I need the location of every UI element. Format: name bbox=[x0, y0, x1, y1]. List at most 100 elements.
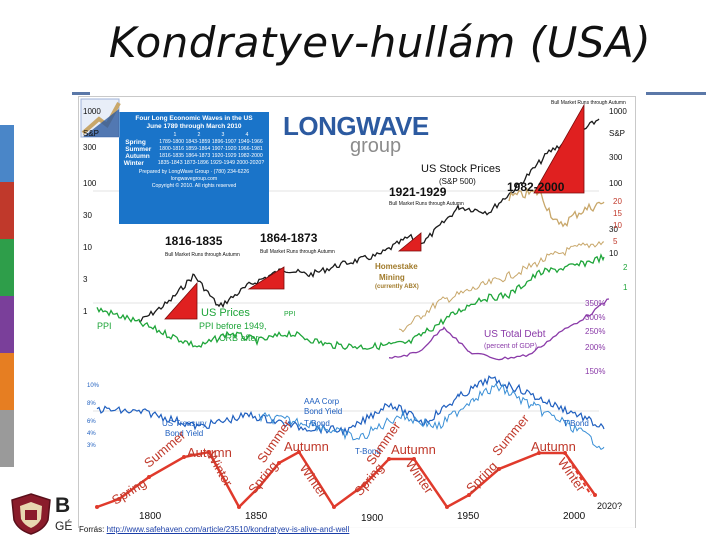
cycle-point bbox=[95, 505, 99, 509]
chart-annotation: Autumn bbox=[187, 445, 232, 460]
axis-tick-label: 300% bbox=[585, 313, 606, 322]
chart-annotation: 1864-1873 bbox=[260, 231, 318, 245]
info-box-num-3: 3 bbox=[221, 132, 225, 138]
chart-annotation: 1816-1835 bbox=[165, 234, 223, 248]
forecast-dashed-line bbox=[564, 452, 592, 496]
chart-annotation: (S&P 500) bbox=[439, 177, 476, 186]
university-crest-icon bbox=[11, 493, 51, 535]
cycle-point bbox=[412, 457, 416, 461]
chart-annotation: 2000 bbox=[563, 511, 586, 522]
left-color-bar bbox=[0, 125, 14, 182]
chart-annotation: 1921-1929 bbox=[389, 185, 447, 199]
axis-tick-label: 6% bbox=[87, 419, 96, 425]
axis-tick-label: 10 bbox=[613, 221, 622, 230]
chart-annotation: 1800 bbox=[139, 511, 162, 522]
gold-price-line bbox=[508, 187, 605, 228]
cycle-point bbox=[497, 467, 501, 471]
cycle-point bbox=[237, 505, 241, 509]
chart-annotation: (currently ABX) bbox=[375, 284, 419, 290]
chart-annotation: Autumn bbox=[531, 439, 576, 454]
treasury-yield-line bbox=[96, 375, 605, 437]
left-color-bar bbox=[0, 239, 14, 296]
slide-title: Kondratyev-hullám (USA) bbox=[108, 18, 652, 67]
left-color-bar bbox=[0, 296, 14, 353]
cycle-point bbox=[182, 455, 186, 459]
cycle-point bbox=[362, 483, 366, 487]
source-line: Forrás: http://www.safehaven.com/article… bbox=[79, 525, 635, 534]
axis-tick-label: 8% bbox=[87, 401, 96, 407]
axis-tick-label: 10 bbox=[83, 243, 92, 252]
axis-tick-label: 3% bbox=[87, 443, 96, 449]
axis-tick-label: 1 bbox=[623, 283, 628, 292]
title-accent-left bbox=[72, 92, 90, 95]
info-box-footer-3: Copyright © 2010. All rights reserved bbox=[151, 183, 237, 189]
chart-annotation: US Total Debt bbox=[484, 329, 546, 340]
bull-market-highlight bbox=[397, 232, 422, 252]
bull-market-highlight bbox=[533, 103, 585, 194]
info-box-title-1: Four Long Economic Waves in the US bbox=[135, 115, 253, 122]
axis-tick-label: 4% bbox=[87, 431, 96, 437]
axis-tick-label: 3 bbox=[83, 275, 88, 284]
chart-annotation: 1982-2000 bbox=[507, 180, 565, 194]
longwave-logo-sub: group bbox=[350, 135, 402, 157]
bull-market-highlight bbox=[164, 281, 198, 320]
cycle-point bbox=[257, 485, 261, 489]
chart-annotation: PPI bbox=[284, 311, 296, 318]
chart-annotation: T-Bond bbox=[563, 419, 589, 428]
cycle-point bbox=[387, 457, 391, 461]
info-row-years: 1789-1800 1843-1859 1896-1907 1949-1966 bbox=[159, 139, 263, 145]
chart-annotation: Bull Market Runs through Autumn bbox=[165, 252, 240, 258]
chart-annotation: (percent of GDP) bbox=[484, 343, 537, 350]
info-box-title-2: June 1789 through March 2010 bbox=[146, 122, 242, 130]
cycle-point bbox=[332, 505, 336, 509]
cycle-point bbox=[445, 505, 449, 509]
info-row-years: 1835-1843 1873-1896 1929-1949 2000-2020? bbox=[157, 160, 265, 166]
left-color-bar bbox=[0, 182, 14, 239]
chart-annotation: US Treasury bbox=[162, 419, 207, 428]
info-row-years: 1800-1816 1859-1864 1907-1920 1966-1981 bbox=[159, 146, 263, 152]
chart-annotation: 2020? bbox=[597, 501, 623, 511]
chart-annotation: 1950 bbox=[457, 511, 480, 522]
source-link[interactable]: http://www.safehaven.com/article/23510/k… bbox=[106, 525, 350, 534]
chart-annotation: Autumn bbox=[391, 442, 436, 457]
title-accent-right bbox=[646, 92, 706, 95]
axis-tick-label: 20 bbox=[613, 197, 622, 206]
total-debt-line bbox=[388, 298, 610, 361]
chart-annotation: US Prices bbox=[201, 307, 250, 319]
ppi-line bbox=[96, 253, 605, 351]
chart-annotation: US Stock Prices bbox=[421, 163, 501, 175]
axis-tick-label: 1000 bbox=[609, 107, 627, 116]
chart-annotation: T-Bond bbox=[355, 447, 381, 456]
chart-annotation: Homestake bbox=[375, 262, 418, 271]
axis-tick-label: 300 bbox=[609, 153, 623, 162]
bull-market-highlight bbox=[247, 266, 285, 290]
axis-tick-label: 350% bbox=[585, 299, 606, 308]
seasonal-cycle-line bbox=[96, 450, 597, 510]
axis-tick-label: 5 bbox=[613, 237, 618, 246]
longwave-logo-icon bbox=[80, 98, 121, 138]
info-row-season: Spring bbox=[125, 139, 146, 146]
info-box-footer-1: Prepared by LongWave Group · (780) 234-6… bbox=[138, 169, 250, 175]
axis-tick-label: 10 bbox=[609, 249, 618, 258]
axis-tick-label: 100 bbox=[609, 179, 623, 188]
axis-tick-label: 200% bbox=[585, 343, 606, 352]
chart-canvas bbox=[93, 103, 610, 510]
tbill-yield-line bbox=[258, 382, 605, 450]
info-row-season: Summer bbox=[125, 146, 152, 153]
left-color-bars bbox=[0, 125, 14, 467]
longwave-logo-text: LONGWAVE bbox=[283, 111, 429, 141]
cycle-point bbox=[117, 497, 121, 501]
chart-annotation: Bond Yield bbox=[165, 429, 204, 438]
cycle-point bbox=[593, 493, 597, 497]
axis-tick-label: 1000 bbox=[83, 107, 101, 116]
source-prefix: Forrás: bbox=[79, 525, 107, 534]
chart-annotation: 1900 bbox=[361, 513, 384, 524]
chart-annotation: PPI before 1949, bbox=[199, 321, 267, 331]
info-box-num-4: 4 bbox=[245, 132, 249, 138]
axis-tick-label: 30 bbox=[609, 225, 618, 234]
left-color-bar bbox=[0, 353, 14, 410]
chart-annotation: PPI bbox=[97, 321, 112, 331]
kondratyev-chart: Four Long Economic Waves in the US June … bbox=[78, 96, 636, 534]
chart-annotation: AAA Corp bbox=[304, 397, 340, 406]
left-color-bar bbox=[0, 410, 14, 467]
